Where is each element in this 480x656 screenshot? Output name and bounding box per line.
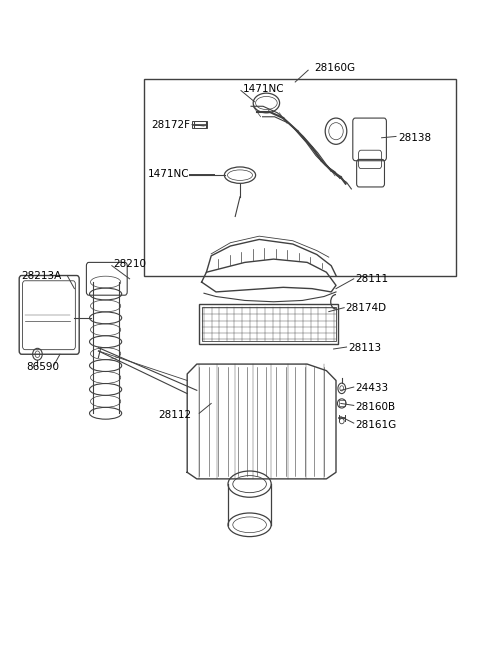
Text: 24433: 24433 <box>355 383 388 394</box>
Text: 28172F: 28172F <box>151 119 190 130</box>
Text: 28112: 28112 <box>158 409 192 420</box>
Text: 28160G: 28160G <box>314 63 356 73</box>
Text: 28213A: 28213A <box>22 270 62 281</box>
Bar <box>339 400 345 406</box>
Bar <box>192 121 207 128</box>
Bar <box>144 79 456 276</box>
Text: 28210: 28210 <box>113 258 146 269</box>
Text: 28160B: 28160B <box>355 401 396 412</box>
Text: 1471NC: 1471NC <box>148 169 190 179</box>
Text: 28113: 28113 <box>348 342 381 353</box>
Bar <box>199 304 338 344</box>
Text: 28161G: 28161G <box>355 420 396 430</box>
Text: 28111: 28111 <box>355 274 388 284</box>
Text: 86590: 86590 <box>26 362 60 373</box>
Bar <box>202 307 336 341</box>
Text: 28138: 28138 <box>398 133 432 143</box>
Text: 1471NC: 1471NC <box>242 83 284 94</box>
Text: 28174D: 28174D <box>346 303 387 314</box>
